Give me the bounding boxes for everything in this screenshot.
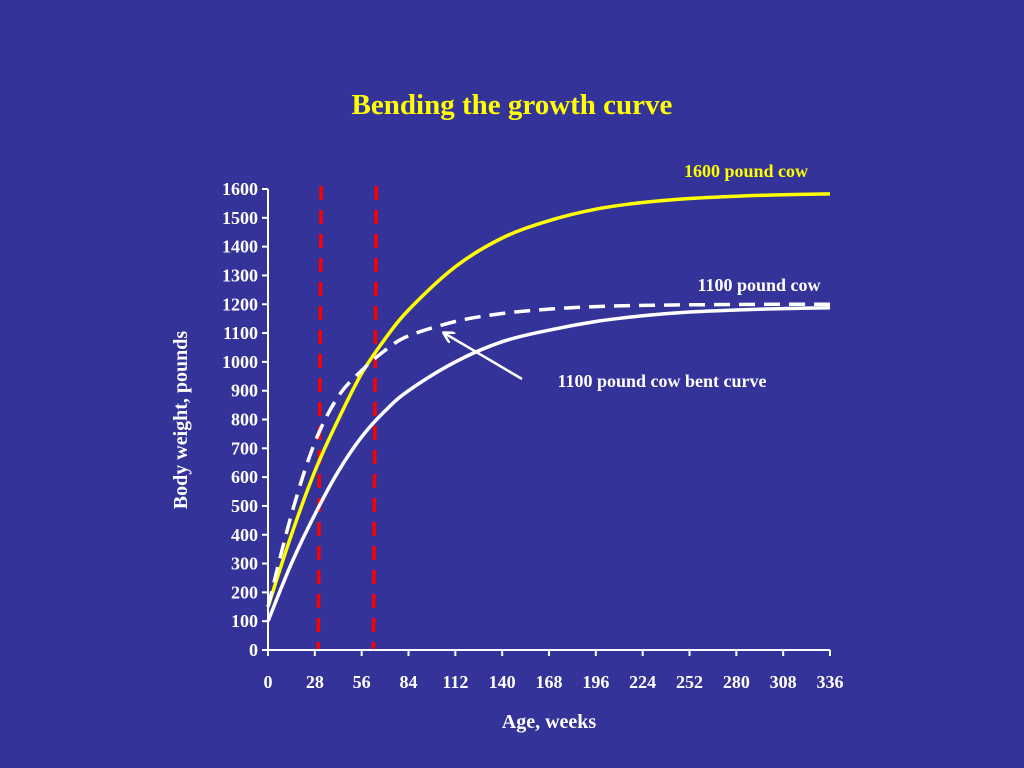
y-axis-ticks: 0 100 200 300 400 500 600 700 800 900 1000 1100 1200…: [222, 179, 268, 660]
x-axis-ticks: 0 28 56 84 112 140 168 196 224 252 280 308 336: [264, 650, 844, 692]
y-tick-label: 1300: [222, 265, 258, 285]
chart-title: Bending the growth curve: [352, 89, 673, 121]
y-tick-label: 600: [231, 467, 258, 487]
x-tick-label: 112: [442, 672, 468, 692]
x-tick-label: 336: [817, 672, 844, 692]
x-tick-label: 280: [723, 672, 750, 692]
x-tick-label: 28: [306, 672, 324, 692]
y-tick-label: 900: [231, 381, 258, 401]
series-line-1600-pound-cow: [266, 192, 831, 608]
label-1100-pound-cow-bent-curve: 1100 pound cow bent curve: [557, 371, 766, 391]
y-tick-label: 800: [231, 410, 258, 430]
x-tick-label: 0: [264, 672, 273, 692]
y-tick-label: 1500: [222, 208, 258, 228]
series-line-1100-pound-cow-bent-curve: [266, 302, 831, 608]
x-tick-label: 308: [770, 672, 797, 692]
y-tick-label: 1200: [222, 294, 258, 314]
x-tick-label: 56: [353, 672, 371, 692]
x-axis-title: Age, weeks: [502, 711, 597, 733]
x-tick-label: 168: [536, 672, 563, 692]
y-tick-label: 200: [231, 582, 258, 602]
x-tick-label: 252: [676, 672, 703, 692]
series-layer: [266, 192, 831, 622]
y-tick-label: 0: [249, 640, 258, 660]
reference-lines: [316, 185, 379, 651]
reference-line: [371, 185, 379, 651]
label-1100-pound-cow: 1100 pound cow: [697, 275, 820, 295]
label-1600-pound-cow: 1600 pound cow: [684, 161, 808, 181]
y-tick-label: 1400: [222, 237, 258, 257]
y-tick-label: 500: [231, 496, 258, 516]
y-tick-label: 700: [231, 438, 258, 458]
y-tick-label: 1600: [222, 179, 258, 199]
bent-curve-arrow: [444, 333, 523, 381]
y-tick-label: 300: [231, 554, 258, 574]
y-tick-label: 100: [231, 611, 258, 631]
reference-line: [316, 185, 323, 651]
x-tick-label: 140: [489, 672, 516, 692]
x-tick-label: 224: [629, 672, 656, 692]
y-axis-title: Body weight, pounds: [170, 331, 192, 510]
x-tick-label: 84: [400, 672, 418, 692]
y-tick-label: 400: [231, 525, 258, 545]
series-line-1100-pound-cow: [266, 305, 831, 622]
x-tick-label: 196: [582, 672, 609, 692]
y-tick-label: 1100: [223, 323, 258, 343]
y-tick-label: 1000: [222, 352, 258, 372]
